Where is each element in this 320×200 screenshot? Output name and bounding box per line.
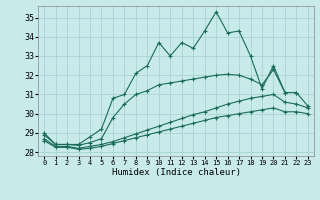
X-axis label: Humidex (Indice chaleur): Humidex (Indice chaleur) [111,168,241,177]
